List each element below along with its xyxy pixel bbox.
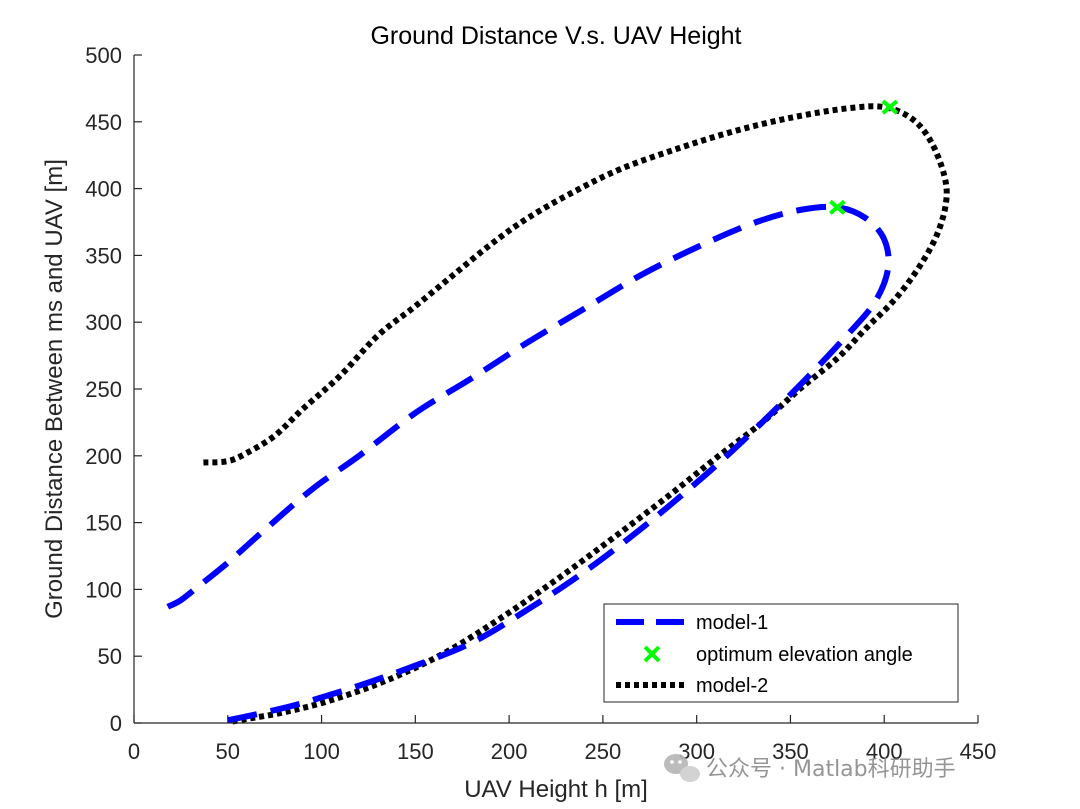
- y-tick-label: 450: [85, 110, 122, 135]
- y-tick-label: 0: [110, 711, 122, 736]
- y-tick-label: 250: [85, 377, 122, 402]
- y-tick-label: 350: [85, 243, 122, 268]
- watermark-text: 公众号 · Matlab科研助手: [706, 757, 956, 782]
- legend: model-1 optimum elevation angle model-2: [603, 603, 959, 703]
- legend-label-optimum: optimum elevation angle: [696, 644, 913, 666]
- watermark: 公众号 · Matlab科研助手: [664, 754, 956, 782]
- legend-label-model-2: model-2: [696, 675, 768, 697]
- legend-swatch-optimum: [643, 645, 661, 663]
- chart-title: Ground Distance V.s. UAV Height: [370, 22, 741, 50]
- series-layer: [166, 99, 950, 725]
- x-tick-label: 250: [585, 739, 622, 764]
- series-line-model-1: [166, 203, 892, 724]
- x-tick-label: 100: [303, 739, 340, 764]
- x-tick-label: 400: [866, 739, 903, 764]
- series-line-model-2: [203, 103, 950, 725]
- y-tick-label: 50: [98, 644, 122, 669]
- x-tick-label: 350: [772, 739, 809, 764]
- y-tick-label: 100: [85, 577, 122, 602]
- y-tick-label: 200: [85, 444, 122, 469]
- y-axis-label: Ground Distance Between ms and UAV [m]: [41, 159, 68, 619]
- x-tick-label: 450: [960, 739, 997, 764]
- wechat-icon: [664, 754, 700, 782]
- y-tick-label: 150: [85, 511, 122, 536]
- x-tick-label: 200: [491, 739, 528, 764]
- y-axis-ticks: 0 50 100 150 200 250 300 350 400 450 500: [85, 43, 142, 736]
- x-axis-label: UAV Height h [m]: [464, 776, 648, 803]
- x-tick-label: 0: [128, 739, 140, 764]
- y-tick-label: 300: [85, 310, 122, 335]
- legend-label-model-1: model-1: [696, 612, 768, 634]
- x-tick-label: 50: [216, 739, 240, 764]
- y-tick-label: 500: [85, 43, 122, 68]
- x-tick-label: 150: [397, 739, 434, 764]
- optimum-marker: [829, 199, 846, 215]
- optimum-marker: [881, 99, 899, 115]
- y-tick-label: 400: [85, 177, 122, 202]
